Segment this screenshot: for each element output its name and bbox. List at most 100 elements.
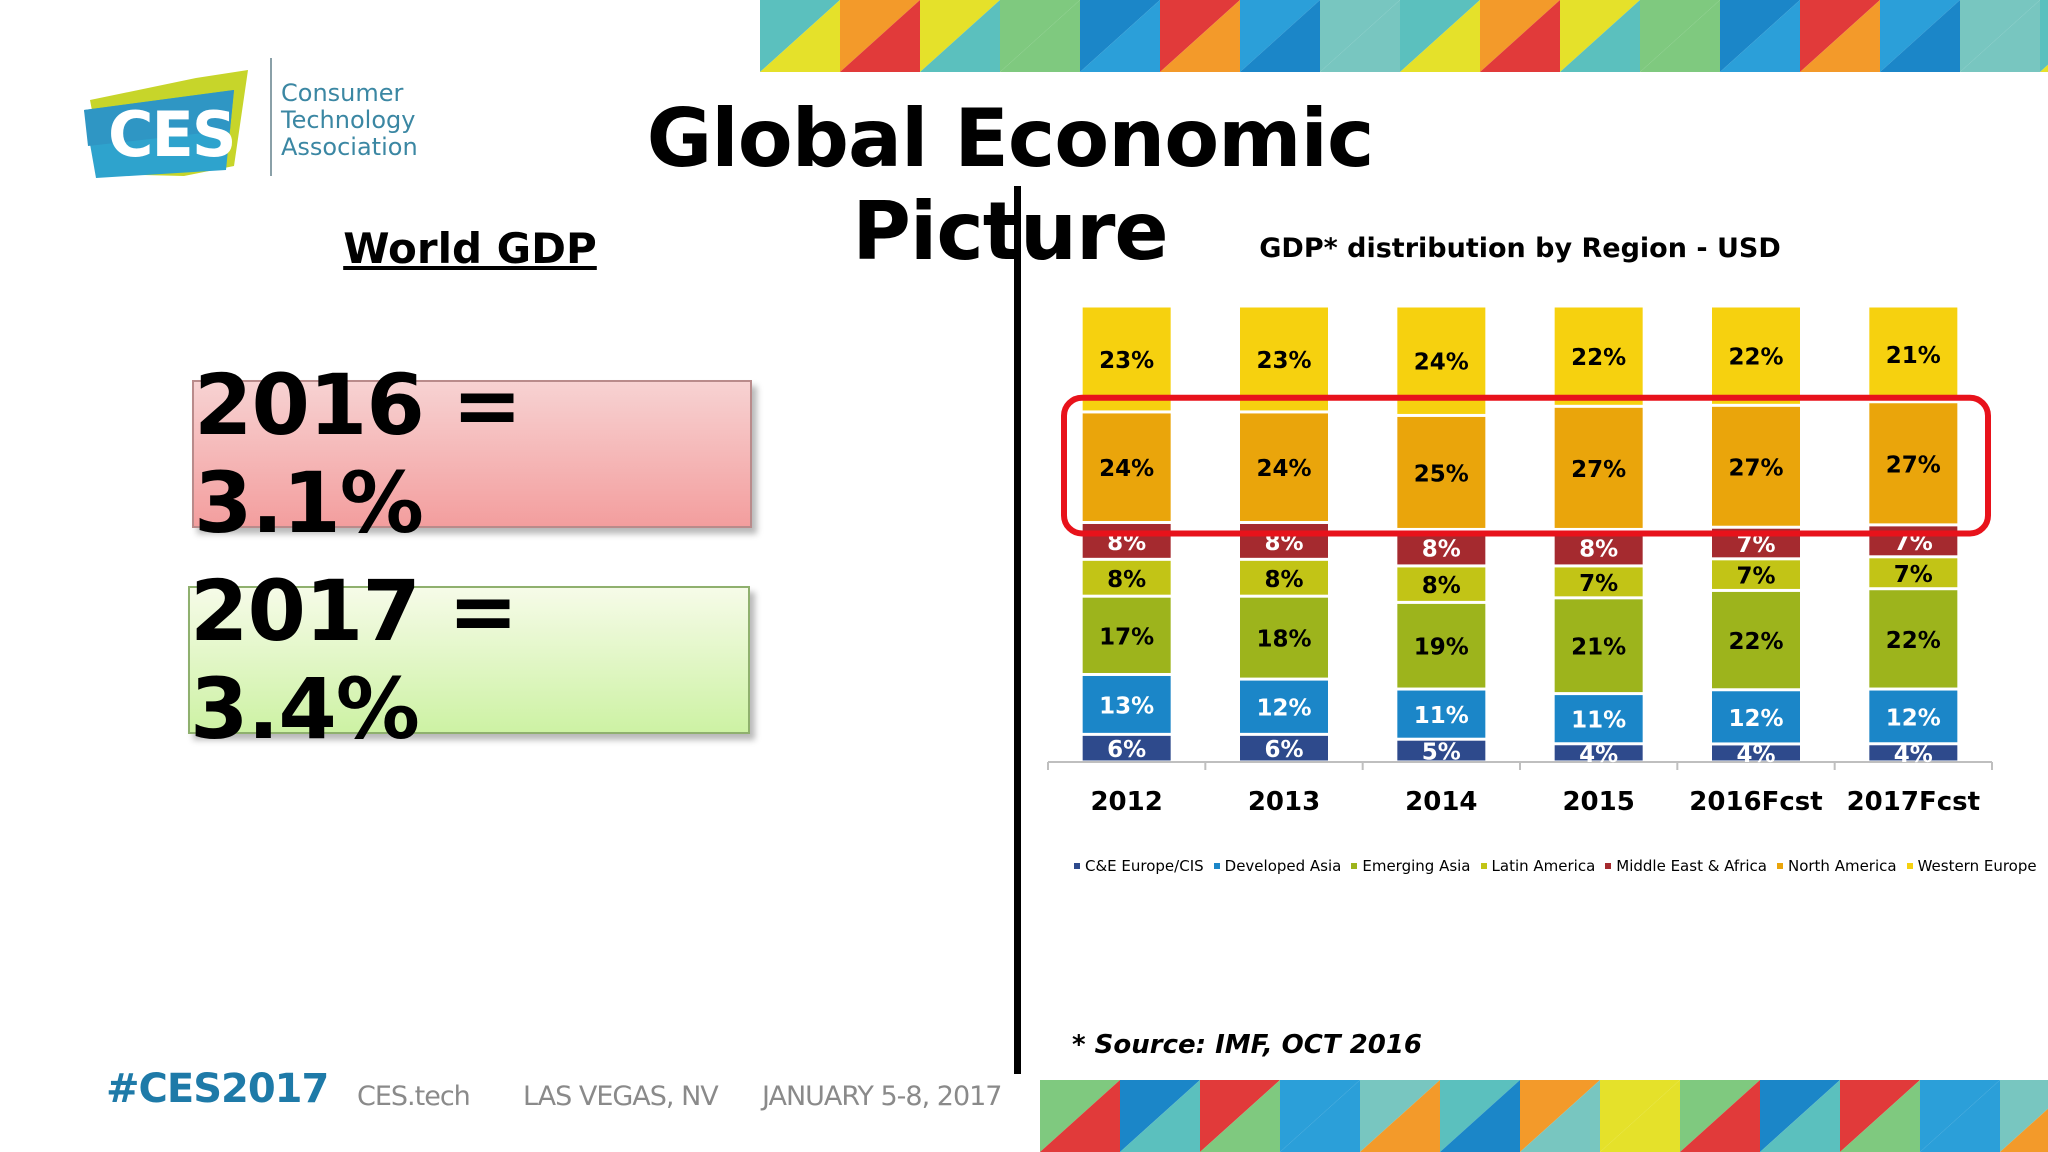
bar-segment: [1869, 558, 1958, 588]
data-label: 17%: [1099, 624, 1154, 650]
data-label: 19%: [1414, 635, 1469, 661]
data-label: 7%: [1894, 562, 1933, 588]
footer-site: CES.tech: [357, 1081, 471, 1112]
data-label: 11%: [1414, 703, 1469, 729]
logo-separator: [270, 58, 272, 176]
legend-item: Middle East & Africa: [1605, 857, 1767, 875]
bar-segment: [1082, 735, 1171, 761]
legend-swatch: [1480, 863, 1487, 869]
bar-segment: [1397, 603, 1486, 688]
data-label: 24%: [1099, 456, 1154, 482]
data-label: 23%: [1099, 348, 1154, 374]
data-label: 7%: [1579, 571, 1618, 597]
ces-badge-text: CES: [108, 98, 237, 171]
bar-segment: [1240, 307, 1328, 411]
bar-segment: [1712, 591, 1800, 689]
legend-item: Emerging Asia: [1351, 857, 1471, 875]
cta-wordmark: Consumer Technology Association: [281, 80, 451, 161]
legend-label: North America: [1787, 857, 1897, 875]
world-gdp-heading: World GDP: [343, 224, 597, 273]
data-label: 7%: [1736, 564, 1775, 590]
bar-segment: [1082, 523, 1171, 558]
data-label: 4%: [1736, 742, 1775, 768]
bar-segment: [1240, 523, 1328, 558]
bar-segment: [1869, 307, 1958, 401]
bar-segment: [1712, 560, 1800, 589]
bar-segment: [1554, 407, 1643, 528]
data-label: 25%: [1414, 461, 1469, 487]
bar-segment: [1082, 675, 1171, 733]
data-label: 21%: [1886, 343, 1941, 369]
data-label: 4%: [1894, 742, 1933, 768]
data-label: 11%: [1571, 708, 1626, 734]
data-label: 8%: [1422, 573, 1461, 599]
vertical-divider: [1014, 186, 1021, 1074]
ces-badge-icon: [84, 70, 248, 178]
legend-label: Developed Asia: [1224, 857, 1342, 875]
data-label: 8%: [1422, 537, 1461, 563]
legend-label: Middle East & Africa: [1616, 857, 1767, 875]
x-tick-label: 2016Fcst: [1689, 787, 1822, 817]
bar-segment: [1082, 413, 1171, 521]
bar-segment: [1397, 416, 1486, 528]
data-label: 6%: [1264, 737, 1303, 763]
bar-segment: [1712, 307, 1800, 404]
data-label: 22%: [1571, 345, 1626, 371]
bar-segment: [1554, 567, 1643, 597]
bar-segment: [1869, 690, 1958, 743]
legend-swatch: [1906, 863, 1913, 869]
legend-swatch: [1074, 863, 1080, 869]
bar-segment: [1554, 745, 1643, 761]
bar-segment: [1240, 560, 1328, 595]
bar-segment: [1082, 307, 1171, 411]
bar-segment: [1869, 590, 1958, 688]
data-label: 12%: [1886, 705, 1941, 731]
bar-segment: [1554, 599, 1643, 693]
bar-segment: [1554, 530, 1643, 565]
legend-item: Western Europe: [1906, 857, 2037, 875]
legend-swatch: [1776, 863, 1783, 869]
source-note: * Source: IMF, OCT 2016: [1072, 1030, 1422, 1060]
highlight-box: [1061, 394, 1991, 537]
legend-item: Developed Asia: [1213, 857, 1342, 875]
bar-segment: [1082, 560, 1171, 595]
data-label: 23%: [1256, 348, 1311, 374]
legend-item: C&E Europe/CIS: [1074, 857, 1204, 875]
data-label: 8%: [1264, 567, 1303, 593]
data-label: 22%: [1886, 628, 1941, 654]
legend-label: Western Europe: [1917, 857, 2037, 875]
legend-swatch: [1605, 863, 1612, 869]
legend-label: Latin America: [1491, 857, 1596, 875]
x-tick-label: 2013: [1248, 787, 1320, 817]
logo-line-2: Technology: [281, 106, 416, 134]
bar-segment: [1397, 690, 1486, 738]
x-tick-label: 2014: [1405, 787, 1477, 817]
legend-swatch: [1213, 863, 1220, 869]
footer-hashtag: #CES2017: [106, 1066, 329, 1112]
logo-line-1: Consumer: [281, 79, 404, 107]
footer-dates: JANUARY 5-8, 2017: [762, 1081, 1002, 1112]
bar-segment: [1869, 745, 1958, 761]
bar-segment: [1397, 740, 1486, 761]
data-label: 13%: [1099, 693, 1154, 719]
decorative-banner-top: [760, 0, 2048, 72]
bar-segment: [1397, 567, 1486, 601]
data-label: 8%: [1107, 567, 1146, 593]
bar-segment: [1712, 691, 1800, 743]
data-label: 27%: [1886, 452, 1941, 478]
bar-segment: [1082, 597, 1171, 673]
data-label: 4%: [1579, 742, 1618, 768]
data-label: 22%: [1728, 629, 1783, 655]
legend-swatch: [1351, 863, 1358, 869]
x-tick-label: 2012: [1090, 787, 1162, 817]
bar-segment: [1240, 735, 1328, 761]
data-label: 21%: [1571, 635, 1626, 661]
bar-segment: [1554, 695, 1643, 743]
bar-segment: [1240, 597, 1328, 678]
gdp-2017-box: 2017 = 3.4%: [188, 562, 750, 758]
chart-legend: C&E Europe/CIS Developed Asia Emerging Asi…: [1074, 857, 2037, 875]
x-tick-label: 2015: [1562, 787, 1634, 817]
data-label: 27%: [1728, 455, 1783, 481]
cta-logo: CES Consumer Technology Association: [84, 58, 444, 188]
logo-line-3: Association: [281, 133, 418, 161]
